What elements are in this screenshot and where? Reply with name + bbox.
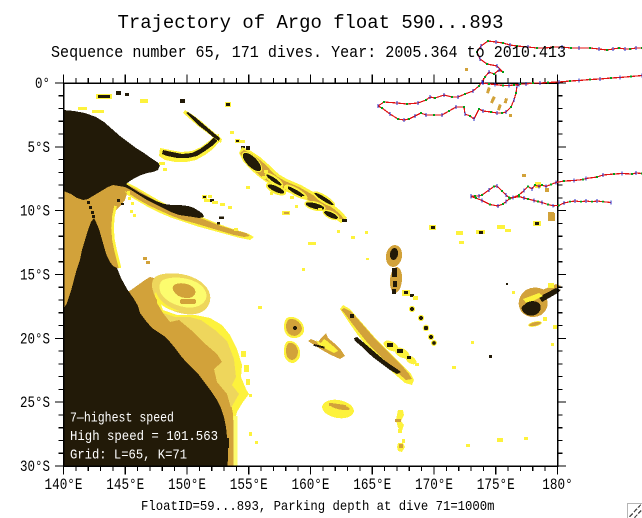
- svg-text:10°S: 10°S: [20, 203, 50, 221]
- svg-text:180°: 180°: [542, 476, 572, 494]
- svg-text:140°E: 140°E: [45, 476, 83, 494]
- svg-text:25°S: 25°S: [20, 394, 50, 412]
- svg-text:7—highest speed: 7—highest speed: [70, 411, 174, 427]
- svg-text:150°E: 150°E: [168, 476, 206, 494]
- svg-text:30°S: 30°S: [20, 458, 50, 476]
- svg-text:15°S: 15°S: [20, 267, 50, 285]
- svg-text:160°E: 160°E: [292, 476, 330, 494]
- svg-text:FloatID=59...893, Parking dept: FloatID=59...893, Parking depth at dive …: [141, 499, 495, 515]
- svg-text:Sequence number 65, 171 dives.: Sequence number 65, 171 dives. Year: 200…: [51, 44, 566, 63]
- svg-text:20°S: 20°S: [20, 330, 50, 348]
- svg-text:High speed = 101.563: High speed = 101.563: [70, 429, 218, 445]
- svg-text:155°E: 155°E: [230, 476, 268, 494]
- svg-text:145°E: 145°E: [106, 476, 144, 494]
- svg-text:Trajectory of Argo float 590..: Trajectory of Argo float 590...893: [118, 12, 504, 34]
- svg-text:0°: 0°: [35, 75, 50, 93]
- svg-text:165°E: 165°E: [353, 476, 391, 494]
- svg-text:5°S: 5°S: [28, 139, 51, 157]
- svg-text:175°E: 175°E: [477, 476, 515, 494]
- svg-text:Grid: L=65, K=71: Grid: L=65, K=71: [70, 448, 187, 464]
- svg-text:170°E: 170°E: [415, 476, 453, 494]
